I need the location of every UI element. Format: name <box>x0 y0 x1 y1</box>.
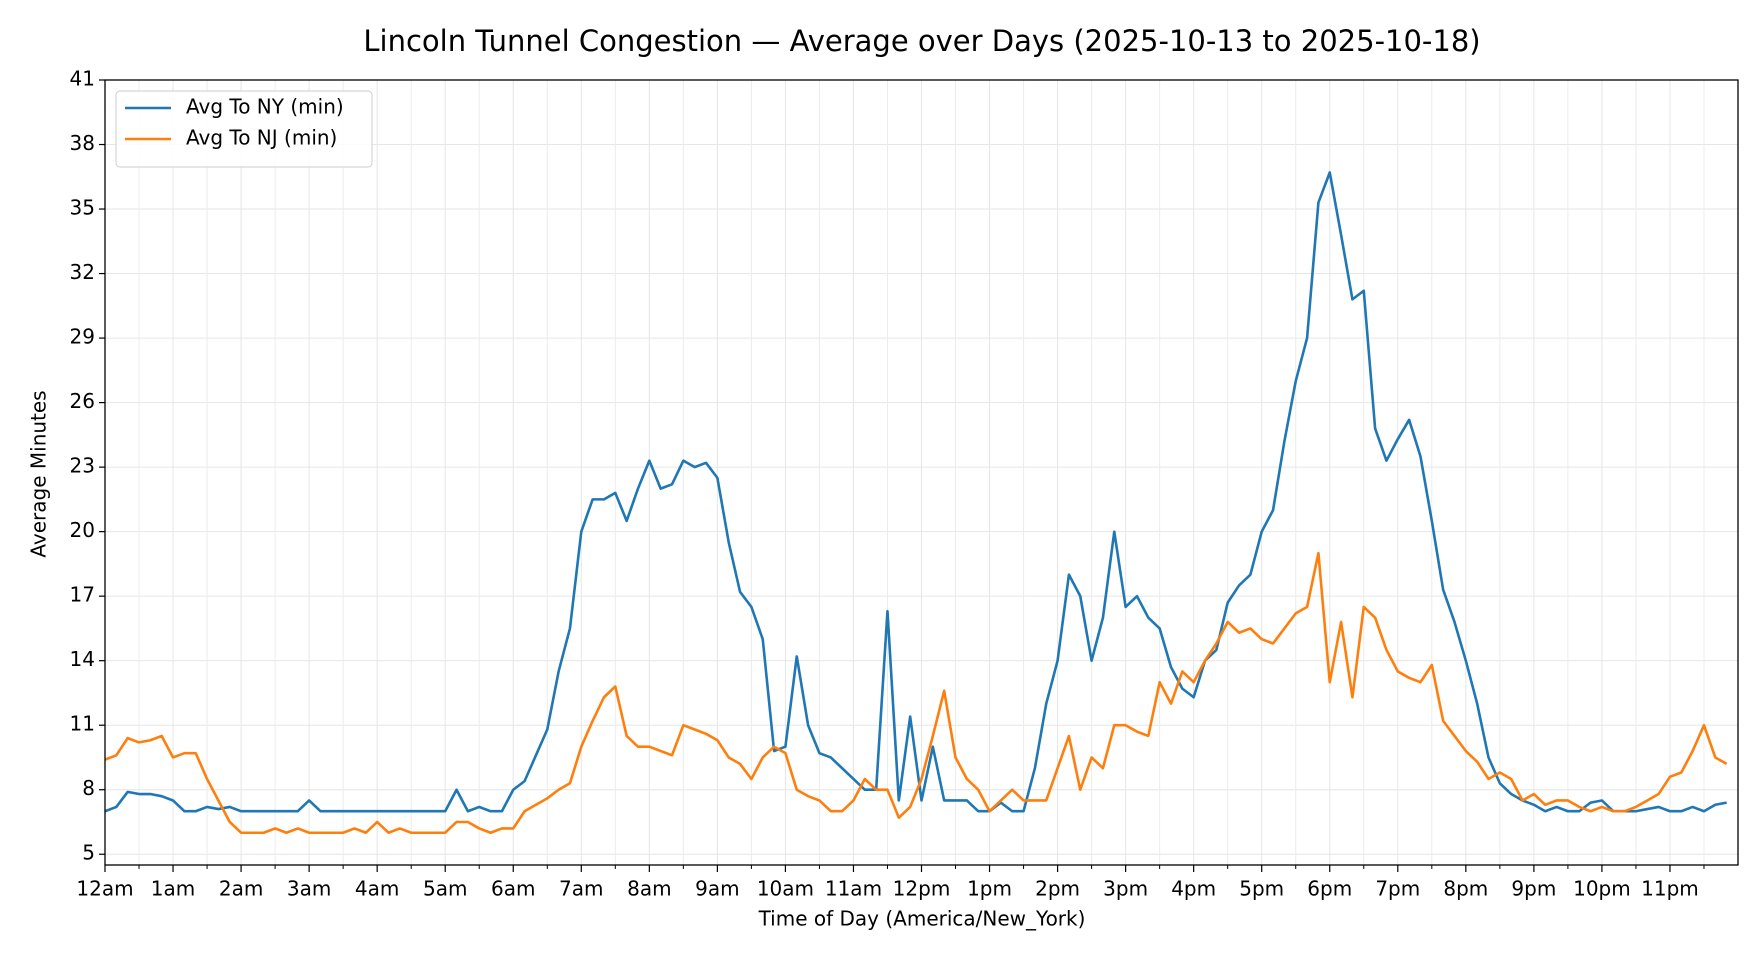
x-tick-label: 9am <box>695 877 739 901</box>
legend-label: Avg To NJ (min) <box>186 126 337 150</box>
x-tick-label: 12pm <box>893 877 951 901</box>
y-tick-label: 11 <box>70 712 95 736</box>
y-tick-label: 35 <box>70 196 95 220</box>
x-tick-label: 2am <box>219 877 263 901</box>
x-tick-label: 4am <box>355 877 399 901</box>
data-line <box>104 551 1728 835</box>
y-tick-label: 32 <box>70 260 95 284</box>
x-tick-label: 11am <box>825 877 882 901</box>
x-tick-label: 6pm <box>1307 877 1352 901</box>
y-tick-label: 38 <box>70 131 95 155</box>
x-tick-label: 10pm <box>1573 877 1631 901</box>
x-tick-label: 6am <box>491 877 535 901</box>
y-tick-label: 17 <box>70 583 95 607</box>
x-tick-label: 9pm <box>1511 877 1556 901</box>
x-tick-label: 8pm <box>1443 877 1488 901</box>
x-tick-label: 3pm <box>1103 877 1148 901</box>
y-tick-label: 20 <box>70 518 95 542</box>
x-tick-label: 11pm <box>1641 877 1699 901</box>
legend: Avg To NY (min) Avg To NJ (min) <box>115 90 373 168</box>
x-tick-label: 1pm <box>967 877 1012 901</box>
x-tick-label: 5am <box>423 877 467 901</box>
y-tick-label: 41 <box>70 67 95 91</box>
y-tick-label: 26 <box>70 389 95 413</box>
grid <box>104 79 1738 865</box>
x-tick-label: 1am <box>151 877 195 901</box>
x-tick-label: 10am <box>757 877 814 901</box>
y-tick-label: 29 <box>70 325 95 349</box>
y-tick-label: 5 <box>82 841 95 865</box>
x-tick-label: 12am <box>76 877 133 901</box>
legend-box <box>115 90 373 168</box>
x-tick-label: 4pm <box>1171 877 1216 901</box>
data-line <box>104 171 1727 813</box>
y-tick-label: 14 <box>70 647 95 671</box>
y-tick-label: 8 <box>82 776 95 800</box>
x-tick-label: 7am <box>559 877 603 901</box>
plot-lines <box>104 171 1728 835</box>
y-tick-label: 23 <box>70 454 95 478</box>
chart-title: Lincoln Tunnel Congestion — Average over… <box>363 24 1480 58</box>
x-tick-label: 8am <box>627 877 671 901</box>
x-tick-label: 7pm <box>1375 877 1420 901</box>
y-axis-label: Average Minutes <box>27 390 51 557</box>
legend-label: Avg To NY (min) <box>186 95 344 119</box>
x-tick-label: 3am <box>287 877 331 901</box>
x-tick-label: 2pm <box>1035 877 1080 901</box>
axes: 5 8 11 14 17 20 23 26 29 32 35 38 41 12am 1am 2am 3am 4am… <box>70 67 1705 901</box>
x-tick-label: 5pm <box>1239 877 1284 901</box>
x-axis-label: Time of Day (America/New_York) <box>758 907 1086 931</box>
